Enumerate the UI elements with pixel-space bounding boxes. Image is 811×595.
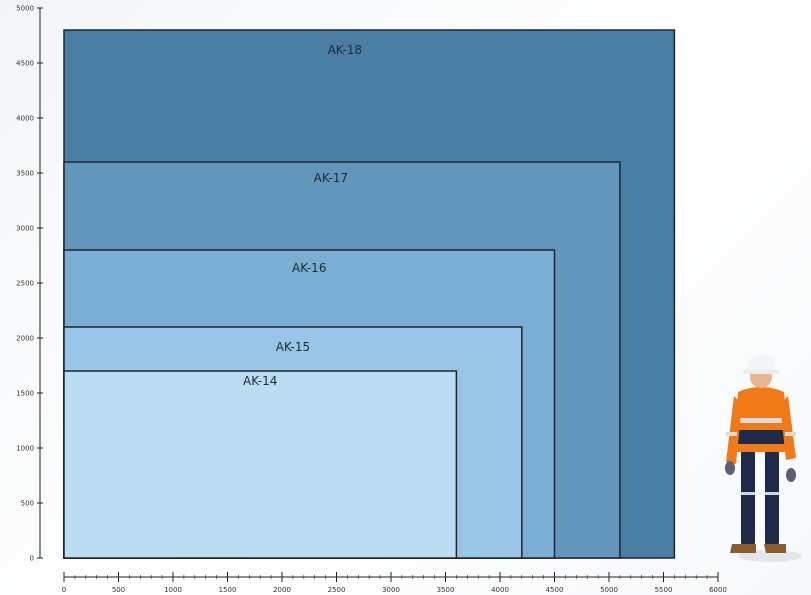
y-tick-label: 3500 (16, 170, 34, 178)
size-label-ak-16: AK-16 (292, 261, 326, 275)
x-tick-label: 3000 (382, 586, 400, 594)
x-tick-label: 3500 (437, 586, 455, 594)
size-label-ak-17: AK-17 (314, 171, 348, 185)
x-tick-label: 0 (62, 586, 66, 594)
x-tick-label: 500 (112, 586, 125, 594)
x-tick-label: 6000 (709, 586, 727, 594)
x-tick-label: 1500 (219, 586, 237, 594)
x-tick-label: 2500 (328, 586, 346, 594)
y-tick-label: 4000 (16, 115, 34, 123)
y-tick-label: 5000 (16, 5, 34, 13)
y-tick-label: 3000 (16, 225, 34, 233)
worker-figure-icon (725, 354, 802, 562)
size-label-ak-14: AK-14 (243, 374, 277, 388)
y-tick-label: 2000 (16, 335, 34, 343)
y-tick-label: 1000 (16, 445, 34, 453)
x-tick-label: 4000 (491, 586, 509, 594)
y-tick-label: 0 (30, 555, 34, 563)
x-tick-label: 1000 (164, 586, 182, 594)
x-tick-label: 2000 (273, 586, 291, 594)
y-tick-label: 1500 (16, 390, 34, 398)
x-tick-label: 5000 (600, 586, 618, 594)
axis-ticks: 0500100015002000250030003500400045005000… (16, 5, 727, 595)
size-rectangles: AK-18 AK-17 AK-16 AK-15 AK-14 (63, 29, 676, 559)
size-label-ak-15: AK-15 (276, 340, 310, 354)
y-tick-label: 500 (21, 500, 34, 508)
x-tick-label: 5500 (655, 586, 673, 594)
y-tick-label: 4500 (16, 60, 34, 68)
size-rect-ak-14 (63, 370, 458, 559)
x-tick-label: 4500 (546, 586, 564, 594)
size-label-ak-18: AK-18 (328, 43, 362, 57)
y-tick-label: 2500 (16, 280, 34, 288)
